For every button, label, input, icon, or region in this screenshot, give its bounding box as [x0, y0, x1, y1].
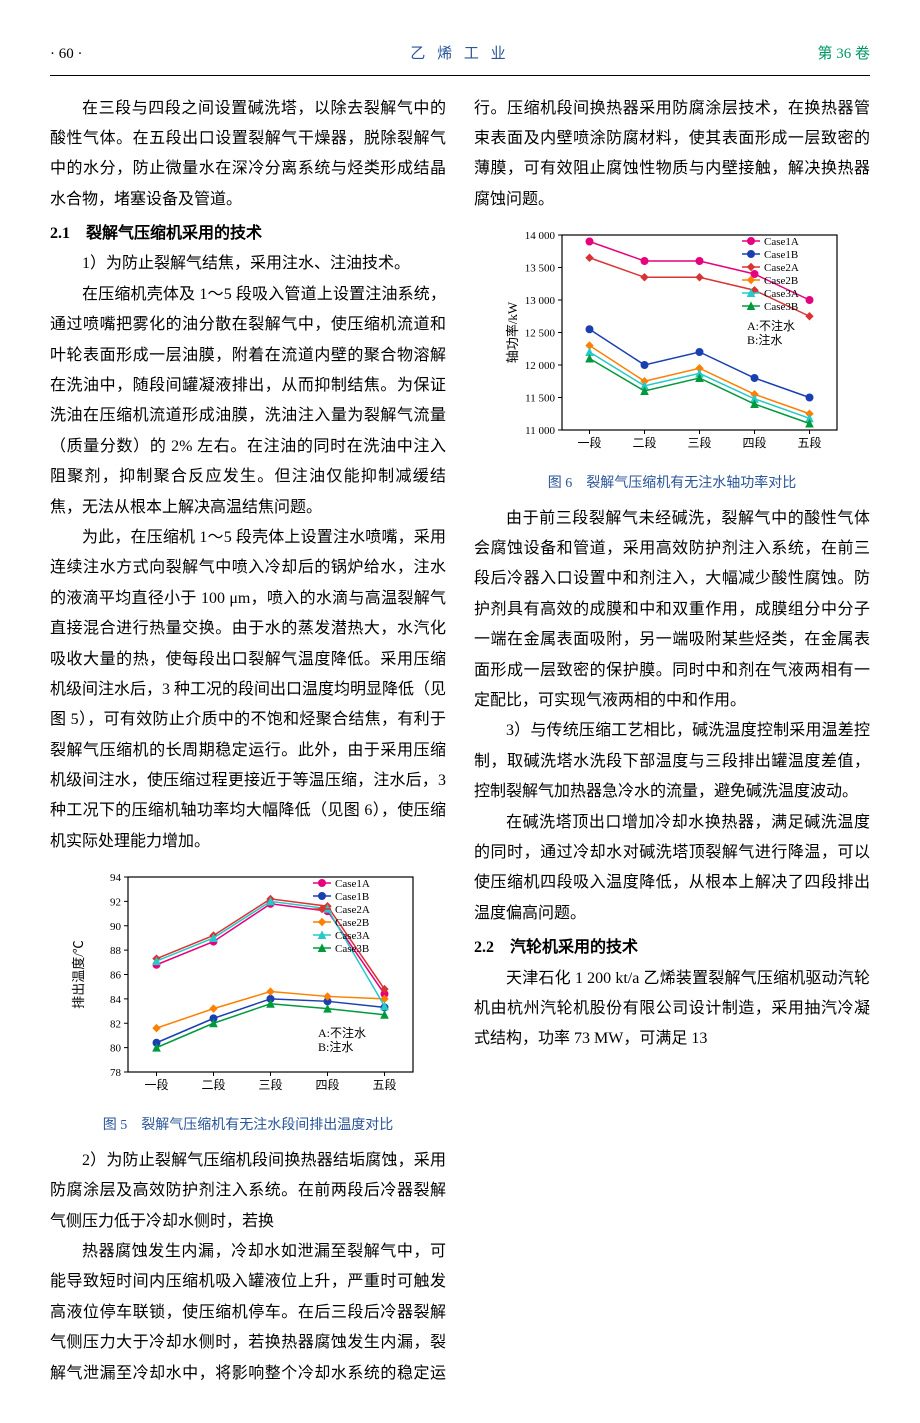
svg-text:80: 80: [110, 1043, 122, 1055]
svg-text:84: 84: [110, 994, 122, 1006]
section-heading-2-1: 2.1 裂解气压缩机采用的技术: [50, 219, 446, 249]
svg-text:12 000: 12 000: [525, 360, 556, 372]
svg-text:11 000: 11 000: [525, 425, 555, 437]
svg-text:四段: 四段: [315, 1077, 339, 1092]
svg-text:Case2B: Case2B: [764, 275, 798, 287]
figure-6: 11 000 11 500 12 000 12 500 13 000 13 500 14 0…: [474, 225, 870, 498]
svg-text:Case3A: Case3A: [764, 288, 799, 300]
svg-text:86: 86: [110, 970, 122, 982]
svg-text:94: 94: [110, 872, 122, 884]
svg-text:排出温度/℃: 排出温度/℃: [71, 940, 86, 1009]
svg-text:Case3A: Case3A: [335, 930, 370, 942]
svg-text:Case1A: Case1A: [335, 878, 370, 890]
section-heading-2-2: 2.2 汽轮机采用的技术: [474, 933, 870, 963]
paragraph: 天津石化 1 200 kt/a 乙烯装置裂解气压缩机驱动汽轮机由杭州汽轮机股份有…: [474, 964, 870, 1055]
paragraph: 在碱洗塔顶出口增加冷却水换热器，满足碱洗温度的同时，通过冷却水对碱洗塔顶裂解气进…: [474, 808, 870, 930]
svg-text:Case2A: Case2A: [764, 262, 799, 274]
list-item-1: 1）为防止裂解气结焦，采用注水、注油技术。: [50, 249, 446, 279]
svg-text:82: 82: [110, 1019, 121, 1031]
paragraph: 为此，在压缩机 1～5 段壳体上设置注水喷嘴，采用连续注水方式向裂解气中喷入冷却…: [50, 523, 446, 857]
svg-text:13 000: 13 000: [525, 295, 556, 307]
svg-text:五段: 五段: [372, 1077, 396, 1092]
svg-text:13 500: 13 500: [525, 263, 556, 275]
list-item-3: 3）与传统压缩工艺相比，碱洗温度控制采用温差控制，取碱洗塔水洗段下部温度与三段排…: [474, 716, 870, 807]
page-header: · 60 · 乙 烯 工 业 第 36 卷: [50, 40, 870, 76]
page-number: · 60 ·: [50, 40, 170, 69]
svg-text:88: 88: [110, 945, 122, 957]
svg-text:一段: 一段: [577, 435, 601, 450]
svg-text:五段: 五段: [797, 435, 821, 450]
paragraph: 在压缩机壳体及 1～5 段吸入管道上设置注油系统，通过喷嘴把雾化的油分散在裂解气…: [50, 280, 446, 523]
figure-5-chart: 78 80 82 84 86 88 90 92 94 一段 二段 三段 四段 五段 排出温度/℃ Case1A…: [68, 867, 428, 1107]
figure-6-chart: 11 000 11 500 12 000 12 500 13 000 13 500 14 0…: [492, 225, 852, 465]
svg-text:三段: 三段: [258, 1077, 282, 1092]
figure-5-caption: 图 5 裂解气压缩机有无注水段间排出温度对比: [50, 1113, 446, 1140]
volume-label: 第 36 卷: [750, 40, 870, 69]
svg-text:二段: 二段: [201, 1077, 225, 1092]
journal-title: 乙 烯 工 业: [170, 40, 750, 69]
body-columns: 在三段与四段之间设置碱洗塔，以除去裂解气中的酸性气体。在五段出口设置裂解气干燥器…: [50, 94, 870, 1404]
svg-text:Case1A: Case1A: [764, 236, 799, 248]
svg-text:Case2B: Case2B: [335, 917, 369, 929]
svg-text:Case2A: Case2A: [335, 904, 370, 916]
svg-text:78: 78: [110, 1067, 122, 1079]
svg-text:Case3B: Case3B: [764, 301, 798, 313]
svg-text:三段: 三段: [687, 435, 711, 450]
svg-text:四段: 四段: [742, 435, 766, 450]
svg-text:14 000: 14 000: [525, 230, 556, 242]
svg-text:Case1B: Case1B: [335, 891, 369, 903]
svg-text:A:不注水: A:不注水: [318, 1025, 366, 1040]
svg-text:轴功率/kW: 轴功率/kW: [505, 301, 520, 363]
svg-text:11 500: 11 500: [525, 393, 555, 405]
svg-text:B:注水: B:注水: [318, 1039, 353, 1054]
figure-6-caption: 图 6 裂解气压缩机有无注水轴功率对比: [474, 471, 870, 498]
svg-text:Case3B: Case3B: [335, 943, 369, 955]
figure-5: 78 80 82 84 86 88 90 92 94 一段 二段 三段 四段 五段 排出温度/℃ Case1A…: [50, 867, 446, 1140]
svg-text:A:不注水: A:不注水: [747, 318, 795, 333]
svg-text:12 500: 12 500: [525, 328, 556, 340]
svg-text:Case1B: Case1B: [764, 249, 798, 261]
paragraph: 由于前三段裂解气未经碱洗，裂解气中的酸性气体会腐蚀设备和管道，采用高效防护剂注入…: [474, 504, 870, 717]
svg-text:90: 90: [110, 921, 122, 933]
svg-text:92: 92: [110, 897, 121, 909]
svg-text:二段: 二段: [632, 435, 656, 450]
paragraph: 在三段与四段之间设置碱洗塔，以除去裂解气中的酸性气体。在五段出口设置裂解气干燥器…: [50, 94, 446, 216]
svg-text:一段: 一段: [144, 1077, 168, 1092]
list-item-2: 2）为防止裂解气压缩机段间换热器结垢腐蚀，采用防腐涂层及高效防护剂注入系统。在前…: [50, 1146, 446, 1237]
svg-text:B:注水: B:注水: [747, 332, 782, 347]
